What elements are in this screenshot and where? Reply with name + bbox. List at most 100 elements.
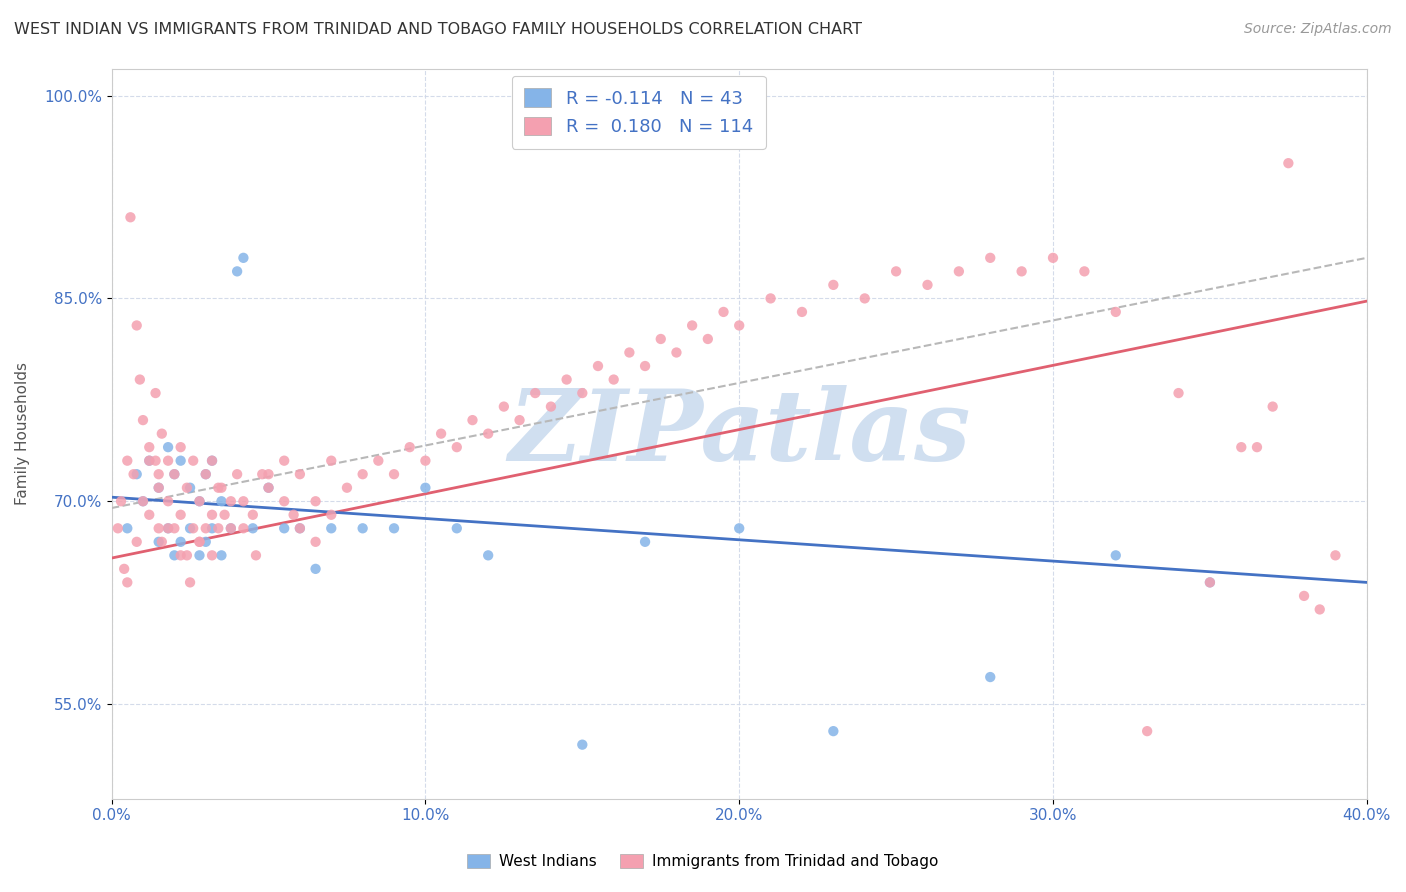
Point — [169, 453, 191, 467]
Point — [759, 292, 782, 306]
Point — [138, 440, 160, 454]
Text: ZIPatlas: ZIPatlas — [508, 385, 970, 482]
Point — [157, 453, 180, 467]
Y-axis label: Family Households: Family Households — [15, 362, 30, 505]
Point — [117, 521, 139, 535]
Point — [194, 467, 217, 482]
Point — [181, 521, 204, 535]
Point — [1073, 264, 1095, 278]
Point — [138, 453, 160, 467]
Point — [112, 562, 135, 576]
Point — [252, 467, 274, 482]
Point — [884, 264, 907, 278]
Point — [169, 440, 191, 454]
Point — [125, 467, 148, 482]
Point — [1324, 549, 1347, 563]
Point — [540, 400, 562, 414]
Point — [917, 277, 939, 292]
Point — [382, 521, 405, 535]
Point — [209, 549, 232, 563]
Point — [352, 467, 374, 482]
Point — [188, 534, 211, 549]
Point — [415, 453, 437, 467]
Point — [176, 549, 198, 563]
Point — [979, 670, 1001, 684]
Point — [273, 521, 295, 535]
Point — [304, 562, 326, 576]
Point — [681, 318, 703, 333]
Point — [125, 318, 148, 333]
Point — [157, 494, 180, 508]
Point — [169, 534, 191, 549]
Point — [509, 413, 531, 427]
Point — [107, 521, 129, 535]
Point — [1261, 400, 1284, 414]
Point — [304, 494, 326, 508]
Point — [823, 277, 845, 292]
Point — [148, 481, 170, 495]
Point — [382, 467, 405, 482]
Point — [728, 521, 751, 535]
Point — [288, 467, 311, 482]
Point — [665, 345, 688, 359]
Point — [602, 373, 624, 387]
Point — [696, 332, 718, 346]
Point — [477, 426, 499, 441]
Point — [245, 549, 267, 563]
Point — [1167, 386, 1189, 401]
Point — [117, 575, 139, 590]
Point — [1199, 575, 1222, 590]
Point — [823, 724, 845, 739]
Point — [477, 549, 499, 563]
Point — [853, 292, 876, 306]
Point — [1105, 549, 1128, 563]
Point — [288, 521, 311, 535]
Point — [232, 251, 254, 265]
Point — [148, 481, 170, 495]
Point — [415, 481, 437, 495]
Point — [226, 467, 249, 482]
Point — [242, 508, 264, 522]
Point — [148, 534, 170, 549]
Legend: R = -0.114   N = 43, R =  0.180   N = 114: R = -0.114 N = 43, R = 0.180 N = 114 — [512, 76, 766, 149]
Point — [634, 359, 657, 373]
Point — [232, 494, 254, 508]
Point — [201, 549, 224, 563]
Point — [273, 494, 295, 508]
Point — [1199, 575, 1222, 590]
Point — [283, 508, 305, 522]
Point — [188, 494, 211, 508]
Point — [145, 453, 167, 467]
Point — [219, 521, 242, 535]
Point — [163, 467, 186, 482]
Point — [176, 481, 198, 495]
Point — [713, 305, 735, 319]
Point — [201, 453, 224, 467]
Point — [336, 481, 359, 495]
Point — [1230, 440, 1253, 454]
Point — [120, 211, 142, 225]
Point — [201, 453, 224, 467]
Point — [555, 373, 578, 387]
Point — [188, 549, 211, 563]
Point — [117, 453, 139, 467]
Point — [207, 481, 229, 495]
Point — [321, 508, 343, 522]
Point — [145, 386, 167, 401]
Point — [138, 508, 160, 522]
Point — [288, 521, 311, 535]
Point — [461, 413, 484, 427]
Point — [157, 521, 180, 535]
Point — [352, 521, 374, 535]
Point — [128, 373, 150, 387]
Point — [257, 467, 280, 482]
Point — [169, 508, 191, 522]
Point — [194, 521, 217, 535]
Point — [169, 549, 191, 563]
Point — [181, 453, 204, 467]
Point — [150, 426, 173, 441]
Point — [367, 453, 389, 467]
Text: WEST INDIAN VS IMMIGRANTS FROM TRINIDAD AND TOBAGO FAMILY HOUSEHOLDS CORRELATION: WEST INDIAN VS IMMIGRANTS FROM TRINIDAD … — [14, 22, 862, 37]
Legend: West Indians, Immigrants from Trinidad and Tobago: West Indians, Immigrants from Trinidad a… — [461, 848, 945, 875]
Point — [201, 521, 224, 535]
